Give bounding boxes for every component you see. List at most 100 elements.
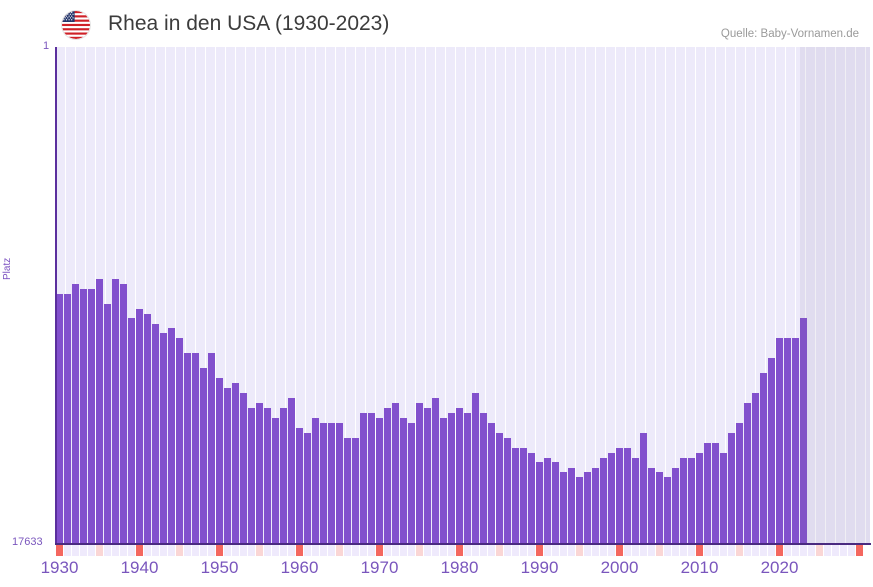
x-tick-2006 — [664, 545, 671, 556]
x-tick-1971 — [384, 545, 391, 556]
x-tick-1962 — [312, 545, 319, 556]
x-tick-2005 — [656, 545, 663, 556]
bar-1989 — [528, 452, 535, 543]
x-axis-label-1980: 1980 — [440, 558, 479, 577]
x-tick-1994 — [568, 545, 575, 556]
bar-2001 — [624, 447, 631, 543]
x-tick-2008 — [680, 545, 687, 556]
x-tick-2007 — [672, 545, 679, 556]
bar-1972 — [392, 402, 399, 543]
bar-2020 — [776, 338, 783, 543]
x-tick-1961 — [304, 545, 311, 556]
bar-1998 — [600, 457, 607, 543]
x-tick-1997 — [592, 545, 599, 556]
x-tick-1940 — [136, 545, 143, 556]
bar-1967 — [352, 437, 359, 543]
x-axis-line — [55, 543, 871, 545]
bar-1965 — [336, 422, 343, 543]
x-tick-1973 — [400, 545, 407, 556]
page-title: Rhea in den USA (1930-2023) — [108, 12, 390, 35]
bar-1984 — [488, 422, 495, 543]
bar-series — [55, 47, 870, 543]
bar-1963 — [320, 422, 327, 543]
x-tick-1996 — [584, 545, 591, 556]
x-tick-1975 — [416, 545, 423, 556]
bar-1962 — [312, 417, 319, 543]
x-tick-2021 — [784, 545, 791, 556]
x-tick-1987 — [512, 545, 519, 556]
x-tick-2016 — [744, 545, 751, 556]
x-tick-1932 — [72, 545, 79, 556]
x-tick-1979 — [448, 545, 455, 556]
x-tick-2001 — [624, 545, 631, 556]
x-tick-2029 — [848, 545, 855, 556]
x-tick-2003 — [640, 545, 647, 556]
x-tick-1991 — [544, 545, 551, 556]
x-tick-1947 — [192, 545, 199, 556]
x-tick-1980 — [456, 545, 463, 556]
x-tick-2017 — [752, 545, 759, 556]
bar-1980 — [456, 407, 463, 543]
bar-1987 — [512, 447, 519, 543]
x-tick-1950 — [216, 545, 223, 556]
x-tick-1985 — [496, 545, 503, 556]
bar-1971 — [384, 407, 391, 543]
bar-1979 — [448, 412, 455, 543]
bar-1936 — [104, 303, 111, 543]
bar-2019 — [768, 358, 775, 543]
source-credit: Quelle: Baby-Vornamen.de — [720, 28, 859, 40]
bar-1968 — [360, 412, 367, 543]
x-tick-1952 — [232, 545, 239, 556]
bar-1990 — [536, 462, 543, 543]
x-tick-1945 — [176, 545, 183, 556]
x-tick-1941 — [144, 545, 151, 556]
bar-1942 — [152, 323, 159, 543]
bar-2021 — [784, 338, 791, 543]
bar-1949 — [208, 353, 215, 543]
bar-1977 — [432, 398, 439, 543]
x-tick-2020 — [776, 545, 783, 556]
x-tick-1993 — [560, 545, 567, 556]
bar-1956 — [264, 407, 271, 543]
x-tick-2023 — [800, 545, 807, 556]
x-tick-1977 — [432, 545, 439, 556]
x-tick-2025 — [816, 545, 823, 556]
us-flag-icon — [62, 11, 90, 39]
bar-2016 — [744, 402, 751, 543]
bar-2015 — [736, 422, 743, 543]
x-tick-1946 — [184, 545, 191, 556]
x-tick-1935 — [96, 545, 103, 556]
x-tick-1938 — [120, 545, 127, 556]
bar-1961 — [304, 432, 311, 543]
x-axis-tick-band — [55, 545, 871, 556]
bar-1933 — [80, 288, 87, 543]
x-tick-1981 — [464, 545, 471, 556]
x-tick-2014 — [728, 545, 735, 556]
x-tick-1955 — [256, 545, 263, 556]
x-tick-1986 — [504, 545, 511, 556]
x-tick-1982 — [472, 545, 479, 556]
bar-1954 — [248, 407, 255, 543]
bar-1986 — [504, 437, 511, 543]
bar-2004 — [648, 467, 655, 543]
x-axis-label-1930: 1930 — [40, 558, 79, 577]
x-tick-2015 — [736, 545, 743, 556]
bar-2023 — [800, 318, 807, 543]
bar-1985 — [496, 432, 503, 543]
bar-1983 — [480, 412, 487, 543]
x-tick-1948 — [200, 545, 207, 556]
bar-1938 — [120, 283, 127, 543]
x-tick-2010 — [696, 545, 703, 556]
bar-1953 — [240, 392, 247, 543]
bar-1955 — [256, 402, 263, 543]
x-tick-1944 — [168, 545, 175, 556]
x-tick-1990 — [536, 545, 543, 556]
x-tick-1937 — [112, 545, 119, 556]
x-tick-2019 — [768, 545, 775, 556]
x-tick-1983 — [480, 545, 487, 556]
bar-1988 — [520, 447, 527, 543]
y-axis-title: Platz — [2, 257, 13, 280]
x-tick-1949 — [208, 545, 215, 556]
x-tick-2022 — [792, 545, 799, 556]
x-tick-1967 — [352, 545, 359, 556]
